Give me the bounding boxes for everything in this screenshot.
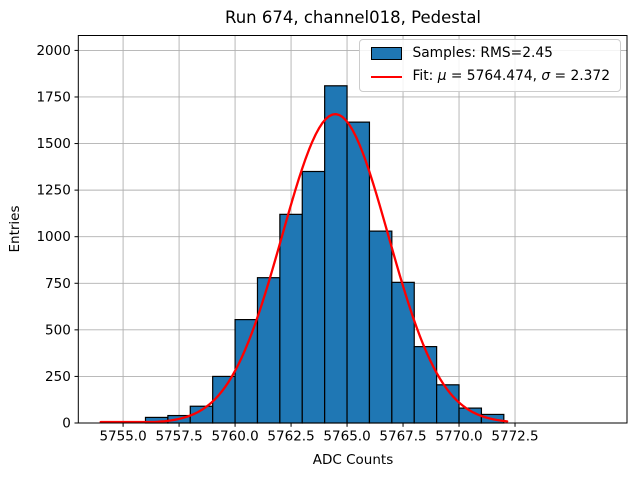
samples-patch-icon — [370, 47, 402, 61]
legend-label-fit: Fit: μ = 5764.474, σ = 2.372 — [412, 67, 610, 84]
plot-border — [77, 35, 628, 424]
y-tick-label: 500 — [45, 322, 71, 338]
y-tick-label: 1000 — [36, 229, 70, 245]
histogram-bar — [234, 319, 259, 424]
histogram-bar — [346, 121, 371, 424]
x-tick-label: 5770.0 — [435, 429, 482, 445]
y-tick-label: 1250 — [36, 183, 70, 199]
x-tick-label: 5767.5 — [379, 429, 426, 445]
y-tick-label: 2000 — [36, 43, 70, 59]
fit-curve — [99, 112, 509, 424]
y-tick-label: 0 — [62, 416, 71, 432]
fit-line-icon — [370, 75, 402, 78]
x-tick-label: 5757.5 — [155, 429, 202, 445]
x-tick-label: 5760.0 — [211, 429, 258, 445]
fit-swatch-wrap — [369, 75, 403, 78]
legend-item-fit: Fit: μ = 5764.474, σ = 2.372 — [369, 67, 610, 84]
histogram-bar — [413, 346, 438, 424]
y-tick-label: 1500 — [36, 136, 70, 152]
chart-title: Run 674, channel018, Pedestal — [224, 8, 482, 27]
x-tick-label: 5765.0 — [323, 429, 370, 445]
y-tick-label: 750 — [45, 276, 71, 292]
x-tick-label: 5755.0 — [99, 429, 146, 445]
y-axis-label: Entries — [7, 205, 23, 253]
histogram-bar — [368, 230, 393, 424]
histogram-bar — [391, 281, 415, 424]
histogram-bar — [324, 85, 348, 424]
y-tick-label: 1750 — [36, 89, 70, 105]
histogram-bar — [279, 213, 303, 424]
legend-item-samples: Samples: RMS=2.45 — [369, 45, 610, 61]
x-tick-label: 5762.5 — [267, 429, 314, 445]
samples-swatch-wrap — [369, 47, 403, 61]
histogram-bar — [256, 277, 281, 424]
legend-label-samples: Samples: RMS=2.45 — [412, 45, 553, 61]
y-tick-label: 250 — [45, 369, 71, 385]
x-axis-label: ADC Counts — [312, 452, 394, 468]
legend: Samples: RMS=2.45 Fit: μ = 5764.474, σ =… — [359, 39, 621, 92]
x-tick-label: 5772.5 — [491, 429, 538, 445]
histogram-bar — [301, 170, 326, 424]
